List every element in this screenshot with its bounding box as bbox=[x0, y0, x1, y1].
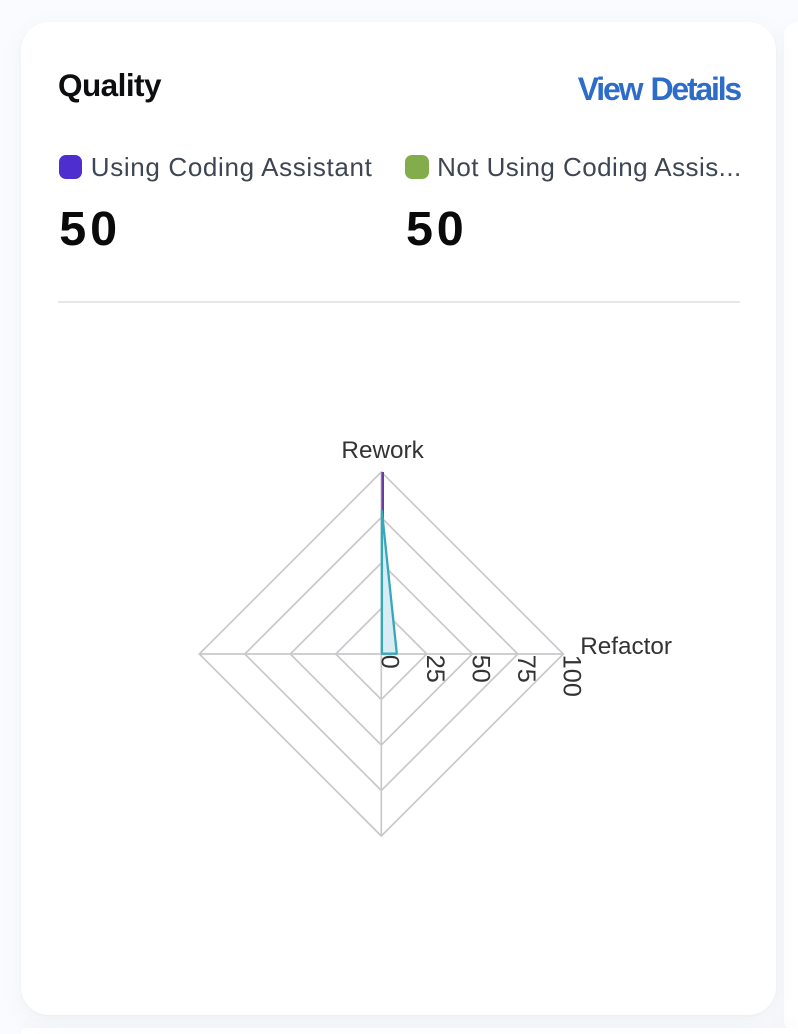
svg-text:50: 50 bbox=[466, 655, 494, 683]
svg-text:25: 25 bbox=[421, 655, 449, 683]
svg-text:Refactor: Refactor bbox=[580, 633, 672, 660]
svg-text:Rework: Rework bbox=[341, 437, 424, 464]
svg-text:0: 0 bbox=[375, 655, 403, 669]
svg-text:75: 75 bbox=[512, 655, 540, 683]
svg-text:100: 100 bbox=[557, 655, 585, 697]
